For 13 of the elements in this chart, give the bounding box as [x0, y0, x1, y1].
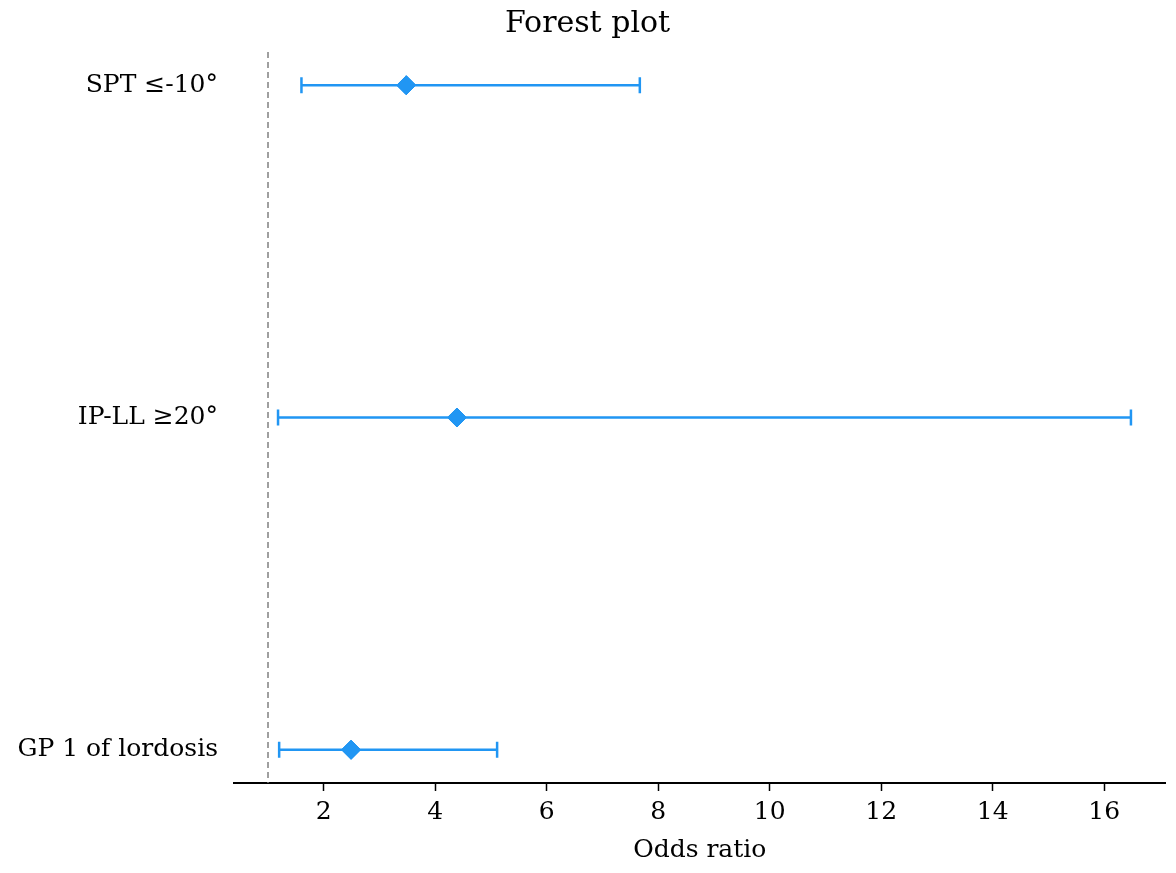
x-tick-label: 12: [865, 795, 898, 825]
x-tick-label: 16: [1088, 795, 1121, 825]
x-tick-label: 4: [427, 795, 444, 825]
y-tick-label: SPT ≤-10°: [85, 68, 218, 98]
x-tick-label: 2: [315, 795, 332, 825]
x-axis-title: Odds ratio: [633, 833, 767, 863]
y-tick-label: GP 1 of lordosis: [17, 733, 218, 763]
y-tick-label: IP-LL ≥20°: [77, 401, 218, 430]
x-tick-label: 14: [976, 795, 1009, 825]
x-tick-label: 10: [753, 795, 786, 825]
x-tick-label: 6: [538, 795, 555, 825]
x-tick-label: 8: [650, 795, 667, 825]
chart-title: Forest plot: [504, 3, 671, 39]
